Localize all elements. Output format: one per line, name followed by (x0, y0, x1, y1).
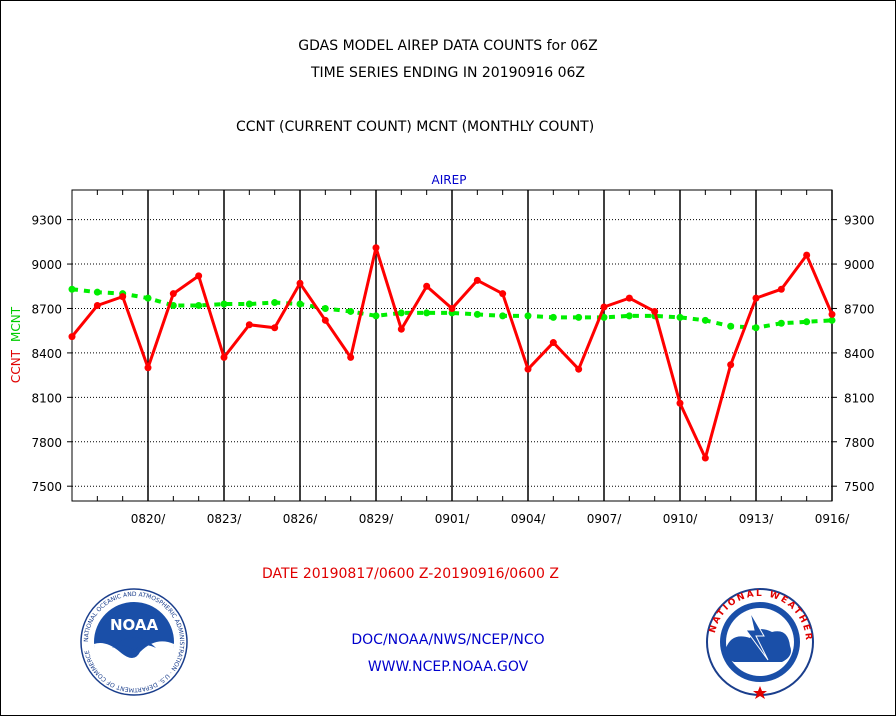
y-tick-label-right: 9000 (844, 258, 875, 272)
data-point-ccnt (144, 364, 152, 372)
data-point-ccnt (549, 339, 557, 347)
data-point-mcnt (347, 307, 355, 315)
website-link[interactable]: WWW.NCEP.NOAA.GOV (367, 659, 529, 675)
data-point-mcnt (625, 312, 633, 320)
x-tick-label: 0829/ (359, 512, 395, 526)
data-point-mcnt (296, 300, 304, 308)
noaa-logo-text: NOAA (110, 616, 159, 634)
data-point-ccnt (676, 399, 684, 407)
x-tick-label: 0820/ (131, 512, 167, 526)
data-point-mcnt (93, 288, 101, 296)
data-point-ccnt (423, 282, 431, 290)
data-point-ccnt (701, 454, 709, 462)
data-point-ccnt (220, 353, 228, 361)
data-point-mcnt (575, 313, 583, 321)
data-point-mcnt (701, 316, 709, 324)
x-tick-label: 0910/ (663, 512, 699, 526)
data-point-ccnt (499, 290, 507, 298)
y-tick-label-left: 8100 (31, 391, 62, 405)
data-point-mcnt (195, 302, 203, 310)
y-tick-label-left: 8400 (31, 347, 62, 361)
data-point-ccnt (625, 294, 633, 302)
data-point-ccnt (473, 276, 481, 284)
data-point-mcnt (169, 302, 177, 310)
y-tick-label-left: 8700 (31, 302, 62, 316)
y-tick-label-right: 8400 (844, 347, 875, 361)
y-axis-label: CCNT MCNT (9, 306, 23, 383)
data-point-mcnt (245, 300, 253, 308)
data-point-ccnt (68, 333, 76, 341)
data-point-ccnt (727, 361, 735, 369)
data-point-ccnt (195, 272, 203, 280)
y-axis-label-ccnt: CCNT (9, 349, 23, 383)
x-tick-label: 0823/ (207, 512, 243, 526)
data-point-mcnt (144, 294, 152, 302)
y-tick-label-right: 7800 (844, 436, 875, 450)
data-point-ccnt (777, 285, 785, 293)
y-tick-label-left: 7800 (31, 436, 62, 450)
data-point-ccnt (169, 290, 177, 298)
data-point-ccnt (296, 279, 304, 287)
data-point-ccnt (119, 293, 127, 301)
y-axis-label-mcnt: MCNT (9, 306, 23, 342)
data-point-ccnt (271, 324, 279, 332)
chart-title-line-1: GDAS MODEL AIREP DATA COUNTS for 06Z (298, 38, 598, 54)
data-point-mcnt (271, 299, 279, 307)
y-tick-label-right: 7500 (844, 480, 875, 494)
data-point-ccnt (651, 307, 659, 315)
org-label: DOC/NOAA/NWS/NCEP/NCO (351, 632, 545, 648)
data-point-mcnt (727, 322, 735, 330)
chart-title-line-2: TIME SERIES ENDING IN 20190916 06Z (311, 65, 585, 81)
y-tick-label-left: 7500 (31, 480, 62, 494)
data-point-mcnt (423, 309, 431, 317)
data-point-mcnt (524, 312, 532, 320)
y-tick-label-right: 8100 (844, 391, 875, 405)
data-point-ccnt (397, 325, 405, 333)
data-point-ccnt (828, 310, 836, 318)
data-point-mcnt (752, 324, 760, 332)
data-point-ccnt (752, 294, 760, 302)
y-tick-label-right: 8700 (844, 302, 875, 316)
x-tick-label: 0913/ (739, 512, 775, 526)
date-range-label: DATE 20190817/0600 Z-20190916/0600 Z (262, 566, 559, 582)
data-point-ccnt (372, 244, 380, 252)
chart-series-title: AIREP (432, 173, 467, 187)
data-point-ccnt (524, 365, 532, 373)
x-tick-label: 0916/ (815, 512, 851, 526)
data-point-mcnt (549, 313, 557, 321)
y-tick-label-right: 9300 (844, 214, 875, 228)
data-point-mcnt (397, 309, 405, 317)
data-point-mcnt (828, 316, 836, 324)
x-tick-label: 0907/ (587, 512, 623, 526)
noaa-logo: NOAA NATIONAL OCEANIC AND ATMOSPHERIC AD… (80, 588, 188, 696)
data-point-mcnt (321, 304, 329, 312)
nws-logo: NATIONAL WEATHER SERVICE (706, 588, 814, 699)
data-point-ccnt (600, 303, 608, 311)
data-point-ccnt (575, 365, 583, 373)
data-point-mcnt (68, 285, 76, 293)
data-point-ccnt (245, 321, 253, 329)
data-point-ccnt (448, 304, 456, 312)
y-tick-label-left: 9300 (31, 214, 62, 228)
x-tick-label: 0826/ (283, 512, 319, 526)
y-tick-label-left: 9000 (31, 258, 62, 272)
data-point-mcnt (220, 300, 228, 308)
data-point-ccnt (803, 251, 811, 259)
data-point-mcnt (372, 312, 380, 320)
data-point-mcnt (473, 310, 481, 318)
data-point-mcnt (676, 313, 684, 321)
x-tick-label: 0901/ (435, 512, 471, 526)
data-point-mcnt (803, 318, 811, 326)
x-tick-label: 0904/ (511, 512, 547, 526)
data-point-mcnt (777, 319, 785, 327)
data-point-ccnt (347, 353, 355, 361)
data-point-mcnt (600, 313, 608, 321)
chart-subtitle: CCNT (CURRENT COUNT) MCNT (MONTHLY COUNT… (236, 119, 595, 135)
data-point-ccnt (321, 316, 329, 324)
data-point-ccnt (93, 302, 101, 310)
data-point-mcnt (499, 312, 507, 320)
